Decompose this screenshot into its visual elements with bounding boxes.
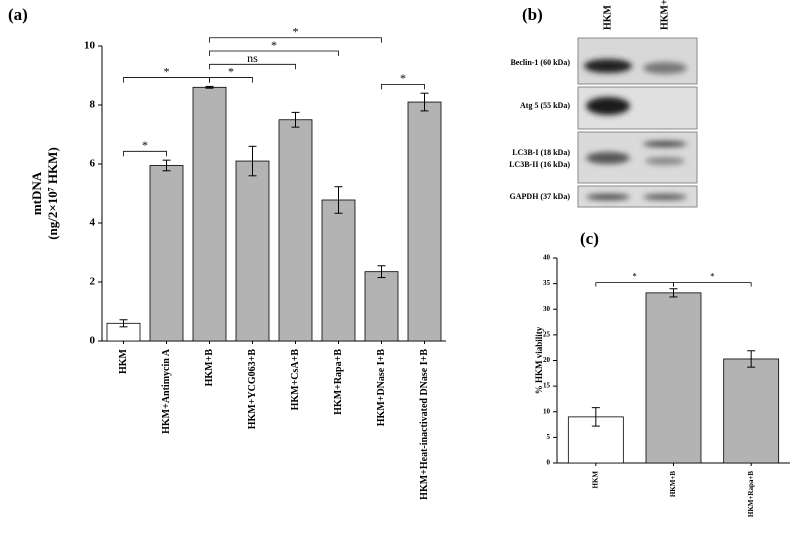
y-tick-label: 30 (543, 305, 551, 313)
panel-label: (a) (8, 5, 28, 24)
y-tick-label: 5 (547, 433, 551, 441)
x-tick-label: HKM+B (204, 349, 215, 387)
blot-row-label: Atg 5 (55 kDa) (520, 101, 570, 110)
y-axis-label: (ng/2×10⁷ HKM) (45, 147, 60, 240)
x-tick-label: HKM+Antimycin A (161, 348, 172, 434)
y-axis-label: mtDNA (29, 171, 44, 215)
blot-row-label: LC3B-II (16 kDa) (509, 160, 570, 169)
significance-bracket (381, 83, 425, 90)
bar (407, 101, 442, 342)
panel-label: (c) (580, 229, 599, 248)
y-tick-label: 35 (543, 279, 551, 287)
bar (321, 199, 356, 342)
significance-bracket (123, 77, 210, 83)
x-tick-label: HKM (118, 348, 129, 374)
x-tick-label: HKM+Rapa+B (333, 349, 344, 415)
blot-image (577, 37, 698, 208)
significance-label: ns (247, 51, 258, 65)
x-tick-label: HKM+YCG063+B (247, 349, 258, 430)
bar (278, 119, 313, 342)
significance-label: * (400, 71, 406, 85)
significance-bracket (209, 63, 296, 70)
blot-row-label: LC3B-I (18 kDa) (512, 148, 570, 157)
panel-label: (b) (522, 5, 543, 24)
bar (192, 86, 227, 342)
significance-bracket (673, 282, 752, 287)
blot-column-label: HKM (602, 4, 613, 30)
y-tick-label: 40 (543, 254, 551, 262)
y-tick-label: 8 (90, 99, 96, 111)
y-axis-label: % HKM viability (534, 326, 544, 394)
bar (723, 358, 780, 464)
y-tick-label: 10 (543, 407, 551, 415)
x-tick-label: HKM+DNase I+B (376, 349, 387, 427)
significance-label: * (710, 272, 715, 282)
y-tick-label: 15 (543, 382, 551, 390)
bar (645, 292, 702, 464)
significance-bracket (209, 37, 382, 43)
bar (364, 271, 399, 342)
y-tick-label: 6 (90, 158, 96, 170)
y-tick-label: 2 (90, 276, 96, 288)
blot-row-label: GAPDH (37 kDa) (510, 192, 571, 201)
y-tick-label: 25 (543, 330, 551, 338)
significance-bracket (209, 50, 339, 57)
y-tick-label: 10 (84, 40, 96, 52)
x-tick-label: HKM (591, 471, 599, 489)
y-tick-label: 0 (547, 459, 551, 467)
y-tick-label: 0 (90, 335, 96, 347)
blot-column-label: HKM+B (659, 0, 670, 30)
x-tick-label: HKM+Rapa+B (747, 471, 755, 517)
x-tick-label: HKM+Heat-inactivated DNase I+B (419, 349, 430, 500)
significance-label: * (164, 64, 170, 78)
significance-label: * (228, 64, 234, 78)
significance-label: * (142, 138, 148, 152)
x-tick-label: HKM+B (669, 471, 677, 497)
significance-label: * (632, 272, 637, 282)
bar (149, 165, 184, 342)
significance-bracket (595, 282, 674, 287)
y-tick-label: 20 (543, 356, 551, 364)
significance-bracket (123, 150, 167, 157)
bar (235, 160, 270, 342)
x-tick-label: HKM+CsA+B (290, 349, 301, 411)
y-tick-label: 4 (90, 217, 96, 229)
significance-label: * (271, 38, 277, 52)
significance-label: * (293, 24, 299, 38)
blot-row-label: Beclin-1 (60 kDa) (510, 58, 570, 67)
